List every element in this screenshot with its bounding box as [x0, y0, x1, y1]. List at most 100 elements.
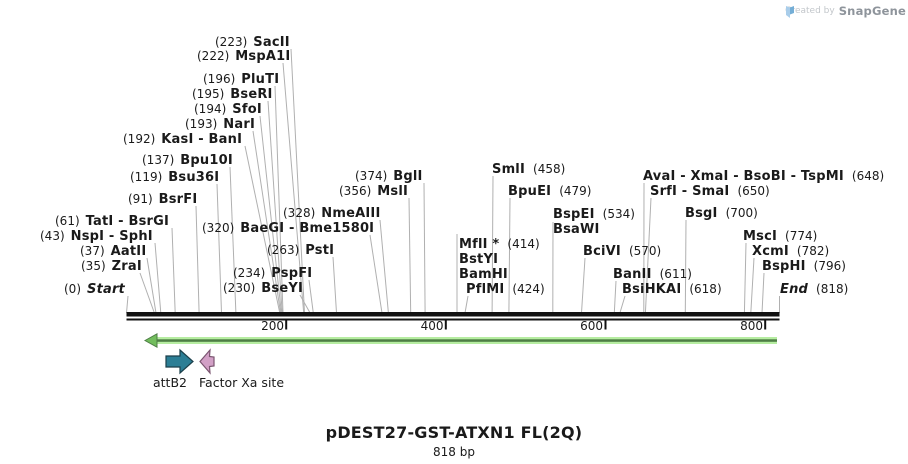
- ruler-tick-400: [444, 320, 447, 330]
- leader-line: [154, 242, 162, 314]
- site-label-bseri[interactable]: (195) BseRI: [192, 87, 273, 102]
- site-label-sacii[interactable]: (223) SacII: [215, 35, 290, 50]
- leader-line: [216, 183, 222, 314]
- site-label-banii[interactable]: BanII (611): [613, 267, 692, 282]
- site-label-pflmi[interactable]: PflMI (424): [466, 282, 545, 297]
- site-name: SrfI - SmaI: [650, 184, 730, 199]
- site-pos: (648): [851, 169, 885, 183]
- leader-line: [464, 295, 469, 314]
- site-pos: (263): [267, 243, 300, 257]
- factor-xa-arrow[interactable]: [199, 348, 215, 375]
- reverse-orf-arrow[interactable]: [143, 332, 777, 349]
- sequence-strand-bottom[interactable]: [126, 318, 780, 321]
- site-name: PstI: [305, 243, 335, 258]
- site-label-pluti[interactable]: (196) PluTI: [203, 72, 279, 87]
- site-label-bpu10i[interactable]: (137) Bpu10I: [142, 154, 233, 168]
- site-pos: (91): [128, 192, 153, 206]
- site-name: XcmI: [752, 244, 789, 259]
- site-label-bsgi[interactable]: BsgI (700): [685, 206, 758, 221]
- site-pos: (818): [816, 282, 849, 296]
- site-label-aatii[interactable]: (37) AatII: [80, 244, 146, 259]
- site-label-bsrfi[interactable]: (91) BsrFI: [128, 192, 197, 207]
- site-pos: (119): [130, 170, 163, 184]
- leader-line: [613, 280, 617, 314]
- leader-line: [379, 219, 389, 314]
- site-label-psti[interactable]: (263) PstI: [267, 243, 335, 258]
- leader-line: [126, 295, 129, 314]
- site-label-bamhi[interactable]: BamHI: [459, 268, 508, 281]
- site-label-msli[interactable]: (356) MslI: [339, 185, 408, 199]
- site-pos: (37): [80, 244, 105, 258]
- site-pos: (223): [215, 35, 248, 49]
- leader-line: [259, 115, 282, 314]
- site-pos: (774): [785, 229, 818, 243]
- site-pos: (611): [659, 267, 692, 281]
- site-label-bsihkai[interactable]: BsiHKAI (618): [622, 283, 722, 297]
- site-name: End: [780, 282, 809, 297]
- site-pos: (195): [192, 87, 225, 101]
- leader-line: [267, 100, 283, 314]
- site-label-bgli[interactable]: (374) BglI: [355, 169, 423, 184]
- site-pos: (234): [233, 266, 266, 280]
- site-label-sfoi[interactable]: (194) SfoI: [194, 102, 262, 117]
- site-label-bspei[interactable]: BspEI (534): [553, 207, 635, 222]
- site-pos: (374): [355, 169, 388, 183]
- site-name: MspA1I: [235, 49, 291, 64]
- site-pos: (458): [533, 162, 566, 176]
- site-label-msci[interactable]: MscI (774): [743, 229, 818, 244]
- site-label-start[interactable]: (0) Start: [64, 283, 125, 297]
- site-name: PspFI: [271, 266, 313, 281]
- sequence-line[interactable]: [126, 312, 780, 321]
- site-label-smli[interactable]: SmlI (458): [492, 162, 566, 177]
- leader-line: [619, 295, 626, 314]
- leader-line: [299, 294, 311, 314]
- site-label-srfi-smai[interactable]: SrfI - SmaI (650): [650, 184, 770, 199]
- site-label-end[interactable]: End (818): [780, 282, 849, 297]
- snapgene-watermark: Created by SnapGene: [785, 4, 906, 18]
- site-label-bpuei[interactable]: BpuEI (479): [508, 185, 591, 199]
- site-pos: (700): [725, 206, 758, 220]
- factor-xa-site-label[interactable]: Factor Xa site: [199, 375, 285, 390]
- site-label-nspi-sphi[interactable]: (43) NspI - SphI: [40, 229, 153, 244]
- site-name: NmeAIII: [321, 206, 381, 221]
- site-pos: (230): [223, 281, 256, 295]
- site-label-mspa1i[interactable]: (222) MspA1I: [197, 49, 291, 64]
- site-pos: (194): [194, 102, 227, 116]
- site-name: MflI *: [459, 237, 500, 252]
- site-label-bseyi[interactable]: (230) BseYI: [223, 281, 303, 296]
- site-label-tati-bsrgi[interactable]: (61) TatI - BsrGI: [55, 215, 169, 229]
- site-label-pspfi[interactable]: (234) PspFI: [233, 266, 313, 281]
- site-label-bsawi[interactable]: BsaWI: [553, 223, 600, 236]
- site-label-baegi-bme1580i[interactable]: (320) BaeGI - Bme1580I: [202, 221, 374, 236]
- site-name: BsaWI: [553, 222, 600, 237]
- site-label-kasi-bani[interactable]: (192) KasI - BanI: [123, 133, 242, 147]
- site-label-zrai[interactable]: (35) ZraI: [81, 260, 142, 274]
- site-name: MscI: [743, 229, 778, 244]
- site-label-nmeaiii[interactable]: (328) NmeAIII: [283, 206, 381, 221]
- site-name: NspI - SphI: [70, 229, 153, 244]
- site-label-bstyi[interactable]: BstYI: [459, 253, 498, 266]
- leader-line: [369, 234, 383, 314]
- attb2-arrow[interactable]: [165, 348, 194, 375]
- site-name: BsgI: [685, 206, 718, 221]
- site-name: BspEI: [553, 207, 595, 222]
- sequence-strand-top[interactable]: [126, 312, 780, 317]
- site-pos: (320): [202, 221, 235, 235]
- ruler-label-400: 400: [420, 318, 444, 333]
- leader-line: [332, 256, 337, 314]
- attb2-label[interactable]: attB2: [153, 375, 187, 390]
- site-label-mfli[interactable]: MflI * (414): [459, 237, 540, 252]
- site-label-bsu36i[interactable]: (119) Bsu36I: [130, 170, 219, 185]
- orf-arrow-core: [155, 339, 777, 342]
- site-label-xcmi[interactable]: XcmI (782): [752, 244, 829, 259]
- site-pos: (196): [203, 72, 236, 86]
- site-pos: (534): [602, 207, 635, 221]
- site-pos: (424): [512, 282, 545, 296]
- site-label-nari[interactable]: (193) NarI: [185, 118, 255, 132]
- site-label-avai-xmai-bsobi-tspmi[interactable]: AvaI - XmaI - BsoBI - TspMI (648): [643, 169, 885, 184]
- site-label-bsphi[interactable]: BspHI (796): [762, 260, 846, 274]
- site-label-bcivi[interactable]: BciVI (570): [583, 245, 661, 259]
- leader-line: [252, 130, 282, 314]
- plasmid-length: 818 bp: [433, 445, 475, 459]
